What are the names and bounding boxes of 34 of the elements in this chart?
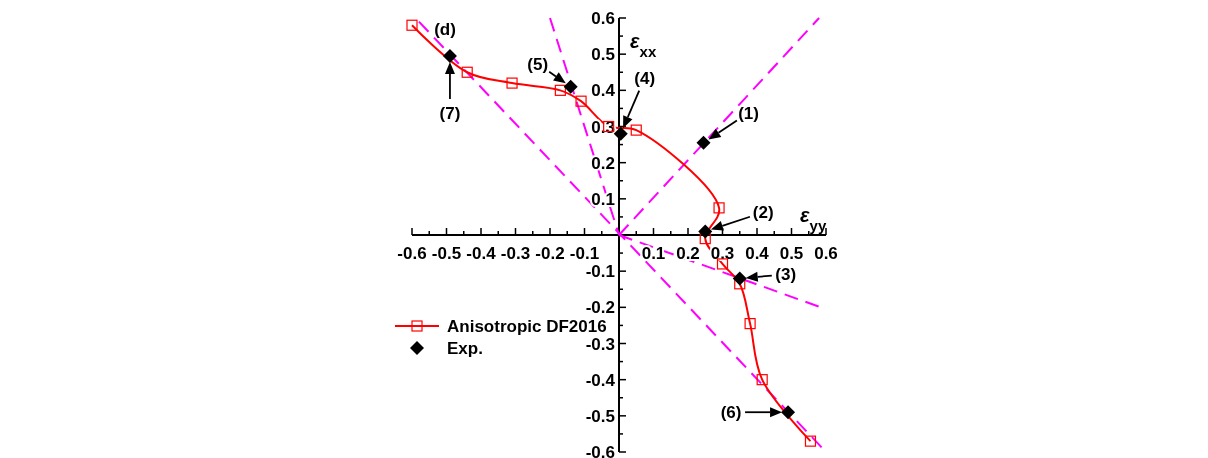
x-tick-label: 0.4 <box>745 244 770 263</box>
y-tick-label: -0.2 <box>585 298 615 318</box>
annotation: (d) <box>434 20 456 39</box>
legend-label: Anisotropic DF2016 <box>447 317 607 336</box>
y-tick-label: 0.6 <box>591 9 615 28</box>
x-tick-label: 0.1 <box>641 244 666 263</box>
x-tick-label: -0.3 <box>500 244 531 263</box>
x-tick-label: -0.2 <box>535 244 565 263</box>
annotation: (6) <box>720 403 742 423</box>
x-tick-label: 0.6 <box>814 244 838 263</box>
annotation: (5) <box>527 54 549 74</box>
x-tick-label: 0.2 <box>676 244 700 263</box>
x-tick-label: -0.5 <box>431 244 462 263</box>
annotation: (2) <box>752 203 774 223</box>
y-tick-label: -0.3 <box>585 334 615 354</box>
legend-label: Exp. <box>447 339 483 358</box>
x-tick-label: -0.4 <box>466 244 497 263</box>
y-tick-label: -0.4 <box>585 370 616 390</box>
y-tick-label: 0.1 <box>591 189 615 209</box>
x-tick-label: 0.5 <box>779 244 804 263</box>
annotation: (3) <box>775 265 797 285</box>
y-tick-label: -0.5 <box>585 406 615 426</box>
y-tick-label: -0.1 <box>585 262 615 282</box>
y-tick-label: 0.2 <box>591 153 615 173</box>
y-tick-label: 0.5 <box>591 45 615 65</box>
x-axis-title: ε$_{yy}$ <box>800 204 827 234</box>
y-tick-label: 0.4 <box>591 81 616 101</box>
x-tick-label: -0.1 <box>569 244 600 263</box>
y-tick-label: -0.6 <box>585 443 615 458</box>
y-axis-title: ε$_{xx}$ <box>630 30 657 60</box>
annotation: (1) <box>738 103 759 123</box>
annotation: (7) <box>439 103 461 123</box>
x-tick-label: -0.6 <box>397 244 427 263</box>
annotation: (4) <box>634 68 656 88</box>
